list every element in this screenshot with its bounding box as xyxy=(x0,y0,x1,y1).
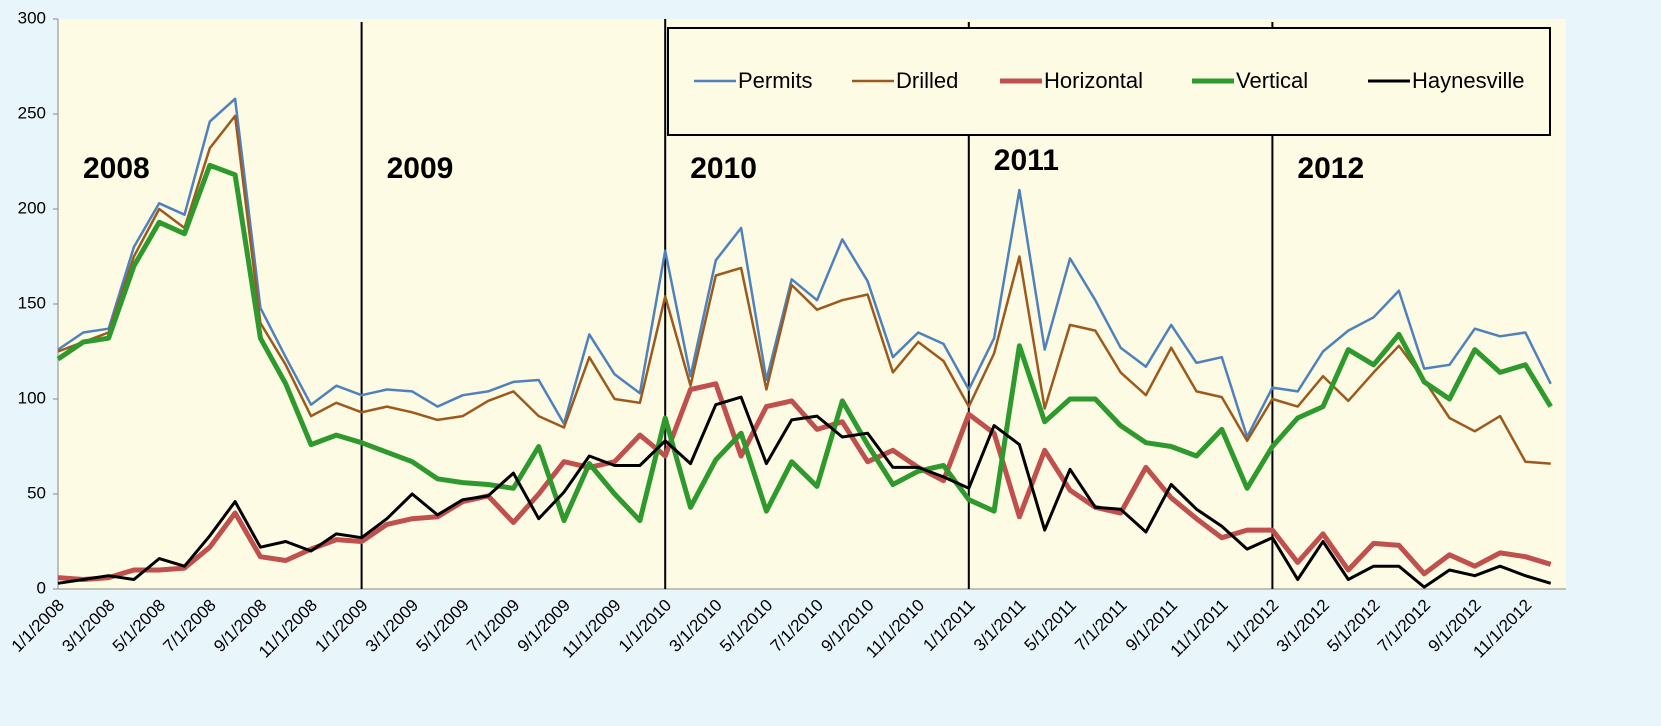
series-line xyxy=(57,97,1552,439)
x-tick-label: 7/1/2008 xyxy=(160,596,220,656)
y-tick-label: 200 xyxy=(18,198,46,217)
y-tick-label: 100 xyxy=(18,388,46,407)
x-tick-label: 5/1/2008 xyxy=(109,596,169,656)
series-line xyxy=(57,114,1551,465)
year-label: 2012 xyxy=(1297,152,1364,185)
y-tick-label: 150 xyxy=(18,293,46,312)
x-tick-label: 7/1/2009 xyxy=(463,596,523,656)
x-tick-label: 3/1/2011 xyxy=(970,596,1029,655)
x-tick-label: 3/1/2012 xyxy=(1273,596,1333,656)
y-tick-label: 250 xyxy=(18,103,46,122)
year-label: 2011 xyxy=(994,144,1059,177)
legend-label: Vertical xyxy=(1236,68,1308,93)
x-tick-label: 1/1/2008 xyxy=(8,596,68,656)
x-tick-label: 3/1/2009 xyxy=(362,596,422,656)
x-tick-label: 1/1/2009 xyxy=(311,596,371,656)
x-tick-label: 5/1/2009 xyxy=(413,596,473,656)
year-label: 2008 xyxy=(83,152,150,185)
legend-label: Horizontal xyxy=(1044,68,1143,93)
x-tick-label: 3/1/2010 xyxy=(666,596,726,656)
x-tick-label: 5/1/2010 xyxy=(716,596,776,656)
y-tick-label: 0 xyxy=(37,578,46,597)
x-tick-label: 5/1/2012 xyxy=(1323,596,1383,656)
x-tick-label: 3/1/2008 xyxy=(58,596,118,656)
y-tick-label: 300 xyxy=(18,8,46,27)
legend-label: Drilled xyxy=(896,68,958,93)
series-line xyxy=(57,395,1552,589)
year-label: 2009 xyxy=(387,152,454,185)
legend-label: Haynesville xyxy=(1412,68,1525,93)
year-label: 2010 xyxy=(690,152,757,185)
x-tick-label: 1/1/2010 xyxy=(615,596,675,656)
legend-label: Permits xyxy=(738,68,813,93)
x-tick-label: 1/1/2011 xyxy=(919,596,978,655)
x-tick-label: 7/1/2010 xyxy=(767,596,827,656)
x-tick-label: 1/1/2012 xyxy=(1222,596,1282,656)
x-tick-label: 7/1/2012 xyxy=(1374,596,1434,656)
x-tick-label: 7/1/2011 xyxy=(1071,596,1130,655)
x-tick-label: 5/1/2011 xyxy=(1021,596,1080,655)
y-tick-label: 50 xyxy=(27,483,46,502)
series-line xyxy=(56,162,1553,524)
